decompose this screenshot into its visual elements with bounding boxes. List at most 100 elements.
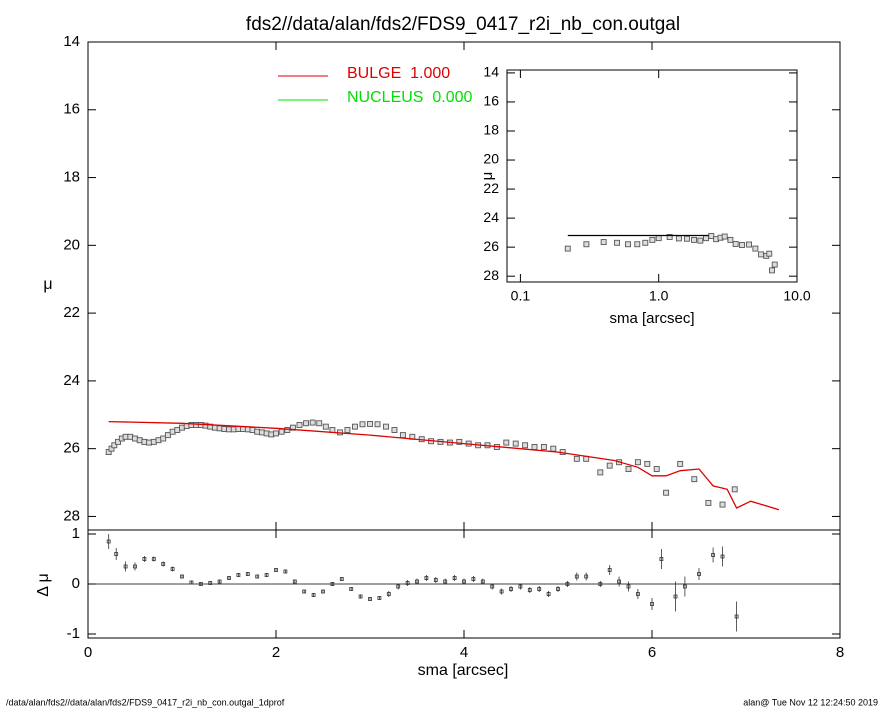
point bbox=[249, 427, 256, 433]
point bbox=[424, 576, 429, 580]
point bbox=[734, 614, 739, 619]
point bbox=[258, 429, 265, 436]
point bbox=[746, 241, 752, 248]
point bbox=[236, 573, 241, 577]
point bbox=[512, 440, 519, 447]
point bbox=[274, 568, 278, 572]
point bbox=[292, 579, 297, 584]
point bbox=[673, 594, 678, 599]
point bbox=[531, 444, 538, 450]
point bbox=[691, 236, 697, 243]
point bbox=[731, 486, 738, 493]
point bbox=[732, 241, 739, 247]
y-tick-label: 16 bbox=[63, 101, 80, 118]
point bbox=[565, 582, 570, 586]
point bbox=[769, 267, 775, 274]
x-tick-label: 10.0 bbox=[783, 288, 810, 304]
y-tick-label: 20 bbox=[63, 236, 80, 253]
point bbox=[625, 241, 631, 248]
point bbox=[634, 459, 641, 466]
y-tick-label: 26 bbox=[63, 440, 80, 457]
point bbox=[316, 420, 323, 427]
point bbox=[321, 589, 325, 594]
point bbox=[650, 602, 654, 606]
point bbox=[583, 241, 590, 248]
point bbox=[284, 427, 291, 433]
point bbox=[683, 235, 690, 242]
point bbox=[503, 439, 510, 446]
point bbox=[727, 236, 734, 243]
point bbox=[703, 235, 710, 242]
point bbox=[208, 581, 213, 585]
y-tick-label: 20 bbox=[483, 151, 499, 167]
point bbox=[268, 431, 275, 438]
point bbox=[106, 539, 111, 544]
point bbox=[368, 597, 372, 601]
point bbox=[456, 438, 463, 445]
point bbox=[614, 239, 621, 246]
y-tick-label: 0 bbox=[72, 575, 80, 592]
point bbox=[721, 233, 728, 240]
x-tick-label: 6 bbox=[648, 644, 656, 661]
point bbox=[170, 567, 175, 571]
y-tick-label: 18 bbox=[63, 169, 80, 186]
footer-right: alan@ Tue Nov 12 12:24:50 2019 bbox=[743, 697, 878, 707]
point bbox=[302, 589, 307, 594]
point bbox=[556, 587, 560, 591]
y-tick-label: 24 bbox=[483, 209, 499, 225]
point bbox=[617, 579, 621, 584]
point bbox=[719, 501, 726, 508]
point bbox=[235, 426, 242, 432]
point bbox=[642, 239, 649, 246]
point bbox=[600, 239, 607, 246]
point bbox=[527, 588, 532, 592]
point bbox=[546, 592, 551, 596]
point bbox=[115, 438, 122, 445]
point bbox=[415, 579, 419, 584]
point bbox=[227, 576, 231, 580]
point bbox=[189, 580, 194, 585]
main-frame bbox=[87, 41, 841, 531]
x-tick-label: 0.1 bbox=[511, 288, 531, 304]
point bbox=[766, 250, 773, 257]
point bbox=[490, 584, 495, 589]
point bbox=[211, 424, 218, 431]
point bbox=[522, 442, 529, 449]
point bbox=[499, 589, 504, 594]
y-axis-label: Δ μ bbox=[35, 573, 52, 596]
point bbox=[655, 235, 662, 242]
point bbox=[352, 423, 358, 430]
point bbox=[164, 432, 171, 439]
point bbox=[697, 572, 701, 576]
point bbox=[278, 428, 285, 435]
point bbox=[322, 423, 329, 430]
y-tick-label: 14 bbox=[63, 33, 80, 50]
inset-frame bbox=[506, 69, 798, 283]
point bbox=[739, 242, 745, 248]
y-tick-label: 28 bbox=[483, 267, 499, 283]
point bbox=[663, 489, 670, 496]
point bbox=[349, 587, 354, 591]
point bbox=[383, 423, 389, 430]
point bbox=[141, 438, 148, 445]
point bbox=[584, 574, 589, 579]
x-axis-label: sma [arcsec] bbox=[609, 310, 694, 327]
point bbox=[396, 584, 401, 589]
point bbox=[607, 568, 612, 572]
point bbox=[133, 564, 137, 569]
point bbox=[358, 594, 363, 599]
point bbox=[758, 251, 765, 258]
y-tick-label: 22 bbox=[63, 304, 80, 321]
y-tick-label: 28 bbox=[63, 507, 80, 524]
point bbox=[752, 245, 759, 252]
point bbox=[691, 476, 698, 483]
point bbox=[626, 584, 631, 589]
footer-left: /data/alan/fds2//data/alan/fds2/FDS9_041… bbox=[6, 697, 285, 707]
point bbox=[644, 460, 651, 467]
y-tick-label: 24 bbox=[63, 372, 80, 389]
point bbox=[198, 582, 203, 586]
point bbox=[574, 574, 579, 579]
y-tick-label: 22 bbox=[483, 180, 499, 196]
point bbox=[160, 435, 167, 442]
point bbox=[540, 444, 547, 450]
